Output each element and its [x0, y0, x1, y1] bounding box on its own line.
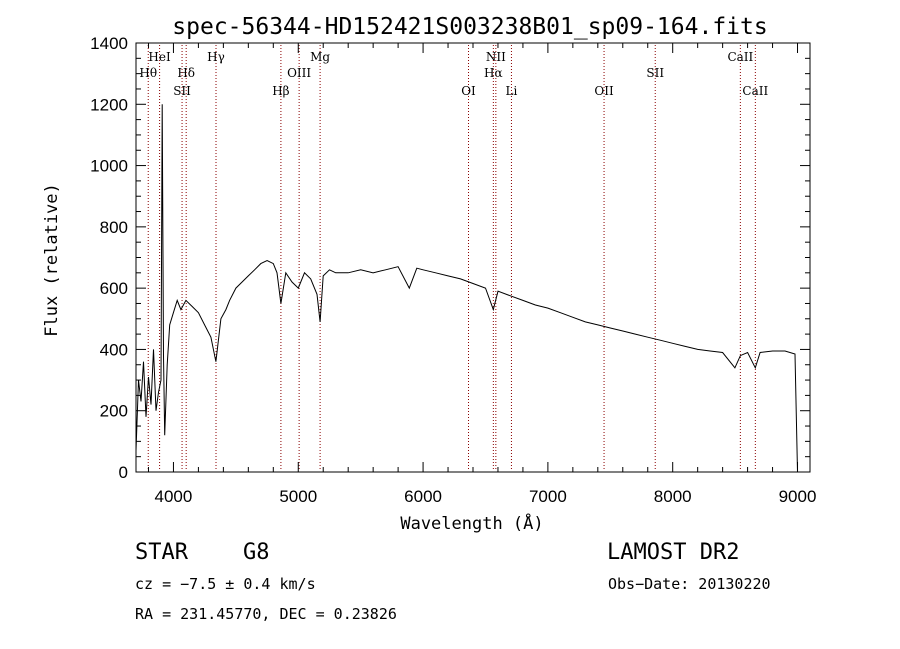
x-tick-label: 7000 — [529, 487, 567, 506]
y-axis-label: Flux (relative) — [42, 183, 62, 337]
y-tick-label: 400 — [100, 340, 128, 359]
x-tick-label: 4000 — [155, 487, 193, 506]
line-label-oiii: OIII — [287, 66, 311, 80]
line-label-caii: CaII — [742, 84, 768, 98]
x-tick-label: 9000 — [779, 487, 817, 506]
x-tick-label: 6000 — [404, 487, 442, 506]
line-label-hδ: Hδ — [177, 66, 195, 80]
x-axis-label: Wavelength (Å) — [400, 512, 543, 534]
line-label-hθ: Hθ — [139, 66, 157, 80]
y-tick-label: 200 — [100, 402, 128, 421]
line-label-hγ: Hγ — [207, 50, 225, 64]
coordinates: RA = 231.45770, DEC = 0.23826 — [135, 605, 397, 623]
spectrum-line — [135, 104, 798, 473]
y-tick-label: 800 — [100, 218, 128, 237]
velocity-text: cz = −7.5 ± 0.4 km/s — [135, 575, 316, 593]
y-tick-label: 600 — [100, 279, 128, 298]
line-label-hei: HeI — [148, 50, 171, 64]
survey-name: LAMOST DR2 — [607, 540, 740, 565]
line-label-li: Li — [506, 84, 518, 98]
line-label-hβ: Hβ — [272, 84, 289, 98]
obs-date: Obs−Date: 20130220 — [608, 575, 771, 593]
line-label-nii: NII — [486, 50, 506, 64]
line-label-oii: OII — [594, 84, 614, 98]
plot-frame — [135, 42, 811, 473]
y-tick-label: 1000 — [90, 157, 128, 176]
x-tick-label: 5000 — [279, 487, 317, 506]
y-tick-label: 1200 — [90, 95, 128, 114]
y-tick-label: 0 — [119, 463, 128, 482]
subclass: G8 — [243, 540, 270, 565]
y-tick-label: 1400 — [90, 34, 128, 53]
line-label-hα: Hα — [484, 66, 503, 80]
line-label-mg: Mg — [310, 50, 330, 64]
line-label-sii: SII — [646, 66, 664, 80]
line-label-caii: CaII — [727, 50, 753, 64]
line-label-oi: OI — [461, 84, 476, 98]
object-class: STAR — [135, 540, 188, 565]
chart-title: spec-56344-HD152421S003238B01_sp09-164.f… — [172, 14, 767, 40]
line-label-sii: SII — [173, 84, 191, 98]
x-tick-label: 8000 — [654, 487, 692, 506]
